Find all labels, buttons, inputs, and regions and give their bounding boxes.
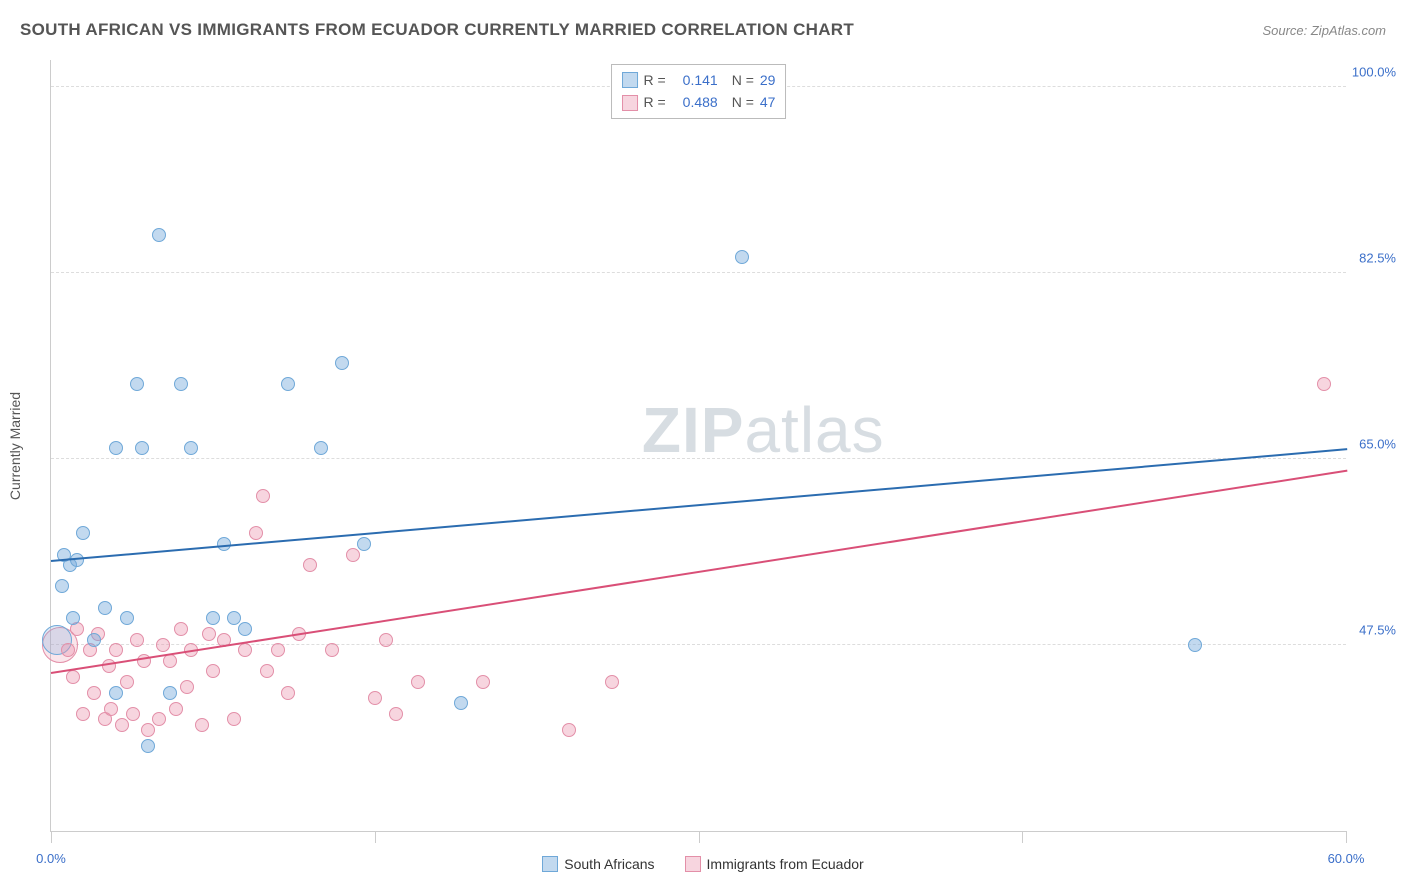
scatter-point-b — [303, 558, 317, 572]
chart-title: SOUTH AFRICAN VS IMMIGRANTS FROM ECUADOR… — [20, 20, 854, 40]
x-tick — [699, 831, 700, 843]
scatter-point-b — [195, 718, 209, 732]
scatter-point-b — [104, 702, 118, 716]
scatter-point-b — [87, 686, 101, 700]
scatter-point-b — [76, 707, 90, 721]
y-tick-label: 82.5% — [1359, 250, 1396, 265]
legend-item: Immigrants from Ecuador — [685, 856, 864, 872]
scatter-point-b — [411, 675, 425, 689]
scatter-point-b — [368, 691, 382, 705]
scatter-point-b — [120, 675, 134, 689]
scatter-point-b — [156, 638, 170, 652]
scatter-point-b — [141, 723, 155, 737]
scatter-point-b — [325, 643, 339, 657]
scatter-point-a — [55, 579, 69, 593]
scatter-point-a — [238, 622, 252, 636]
scatter-point-b — [180, 680, 194, 694]
scatter-point-b — [605, 675, 619, 689]
x-tick — [1022, 831, 1023, 843]
scatter-point-a — [109, 686, 123, 700]
scatter-point-a — [66, 611, 80, 625]
legend-series: South Africans Immigrants from Ecuador — [0, 856, 1406, 872]
scatter-point-b — [109, 643, 123, 657]
scatter-point-b — [238, 643, 252, 657]
y-tick-label: 47.5% — [1359, 622, 1396, 637]
legend-stats: R =0.141N =29R =0.488N =47 — [611, 64, 787, 119]
y-tick-label: 100.0% — [1352, 64, 1396, 79]
scatter-point-b — [389, 707, 403, 721]
scatter-point-a — [184, 441, 198, 455]
scatter-point-a — [735, 250, 749, 264]
x-tick — [375, 831, 376, 843]
scatter-point-a — [152, 228, 166, 242]
scatter-point-b — [115, 718, 129, 732]
scatter-point-a — [87, 633, 101, 647]
legend-swatch — [685, 856, 701, 872]
y-axis-label: Currently Married — [7, 392, 23, 500]
scatter-point-b — [379, 633, 393, 647]
gridline — [51, 272, 1346, 273]
scatter-point-a — [1188, 638, 1202, 652]
scatter-point-a — [357, 537, 371, 551]
plot-container: ZIPatlas R =0.141N =29R =0.488N =47 47.5… — [50, 60, 1346, 832]
scatter-point-a — [135, 441, 149, 455]
watermark: ZIPatlas — [642, 393, 885, 467]
scatter-point-a — [130, 377, 144, 391]
scatter-point-a — [454, 696, 468, 710]
legend-swatch — [622, 95, 638, 111]
scatter-point-b — [346, 548, 360, 562]
scatter-point-b — [227, 712, 241, 726]
scatter-point-b — [562, 723, 576, 737]
scatter-point-a — [335, 356, 349, 370]
scatter-point-a — [141, 739, 155, 753]
scatter-point-a — [281, 377, 295, 391]
scatter-point-a — [98, 601, 112, 615]
legend-item: South Africans — [542, 856, 654, 872]
trend-line-a — [51, 449, 1347, 563]
scatter-point-b — [1317, 377, 1331, 391]
scatter-point-b — [130, 633, 144, 647]
scatter-point-b — [169, 702, 183, 716]
source-label: Source: ZipAtlas.com — [1262, 23, 1386, 38]
scatter-point-a — [76, 526, 90, 540]
legend-swatch — [622, 72, 638, 88]
scatter-point-a — [163, 686, 177, 700]
scatter-point-b — [260, 664, 274, 678]
scatter-point-b — [206, 664, 220, 678]
scatter-point-b — [126, 707, 140, 721]
scatter-point-b — [281, 686, 295, 700]
scatter-point-a — [109, 441, 123, 455]
scatter-point-b — [249, 526, 263, 540]
scatter-point-b — [476, 675, 490, 689]
gridline — [51, 458, 1346, 459]
scatter-point-a — [206, 611, 220, 625]
legend-label: South Africans — [564, 856, 654, 872]
watermark-light: atlas — [744, 394, 884, 466]
y-tick-label: 65.0% — [1359, 436, 1396, 451]
scatter-point-b — [61, 643, 75, 657]
x-tick — [51, 831, 52, 843]
x-tick — [1346, 831, 1347, 843]
scatter-point-a — [174, 377, 188, 391]
scatter-point-a — [120, 611, 134, 625]
scatter-point-b — [66, 670, 80, 684]
scatter-point-b — [174, 622, 188, 636]
scatter-point-a — [314, 441, 328, 455]
watermark-bold: ZIP — [642, 394, 745, 466]
legend-label: Immigrants from Ecuador — [707, 856, 864, 872]
scatter-point-b — [256, 489, 270, 503]
legend-stat-row: R =0.141N =29 — [622, 69, 776, 91]
scatter-point-b — [202, 627, 216, 641]
legend-swatch — [542, 856, 558, 872]
legend-stat-row: R =0.488N =47 — [622, 91, 776, 113]
scatter-point-b — [152, 712, 166, 726]
scatter-point-b — [271, 643, 285, 657]
plot-area: ZIPatlas R =0.141N =29R =0.488N =47 47.5… — [50, 60, 1346, 832]
